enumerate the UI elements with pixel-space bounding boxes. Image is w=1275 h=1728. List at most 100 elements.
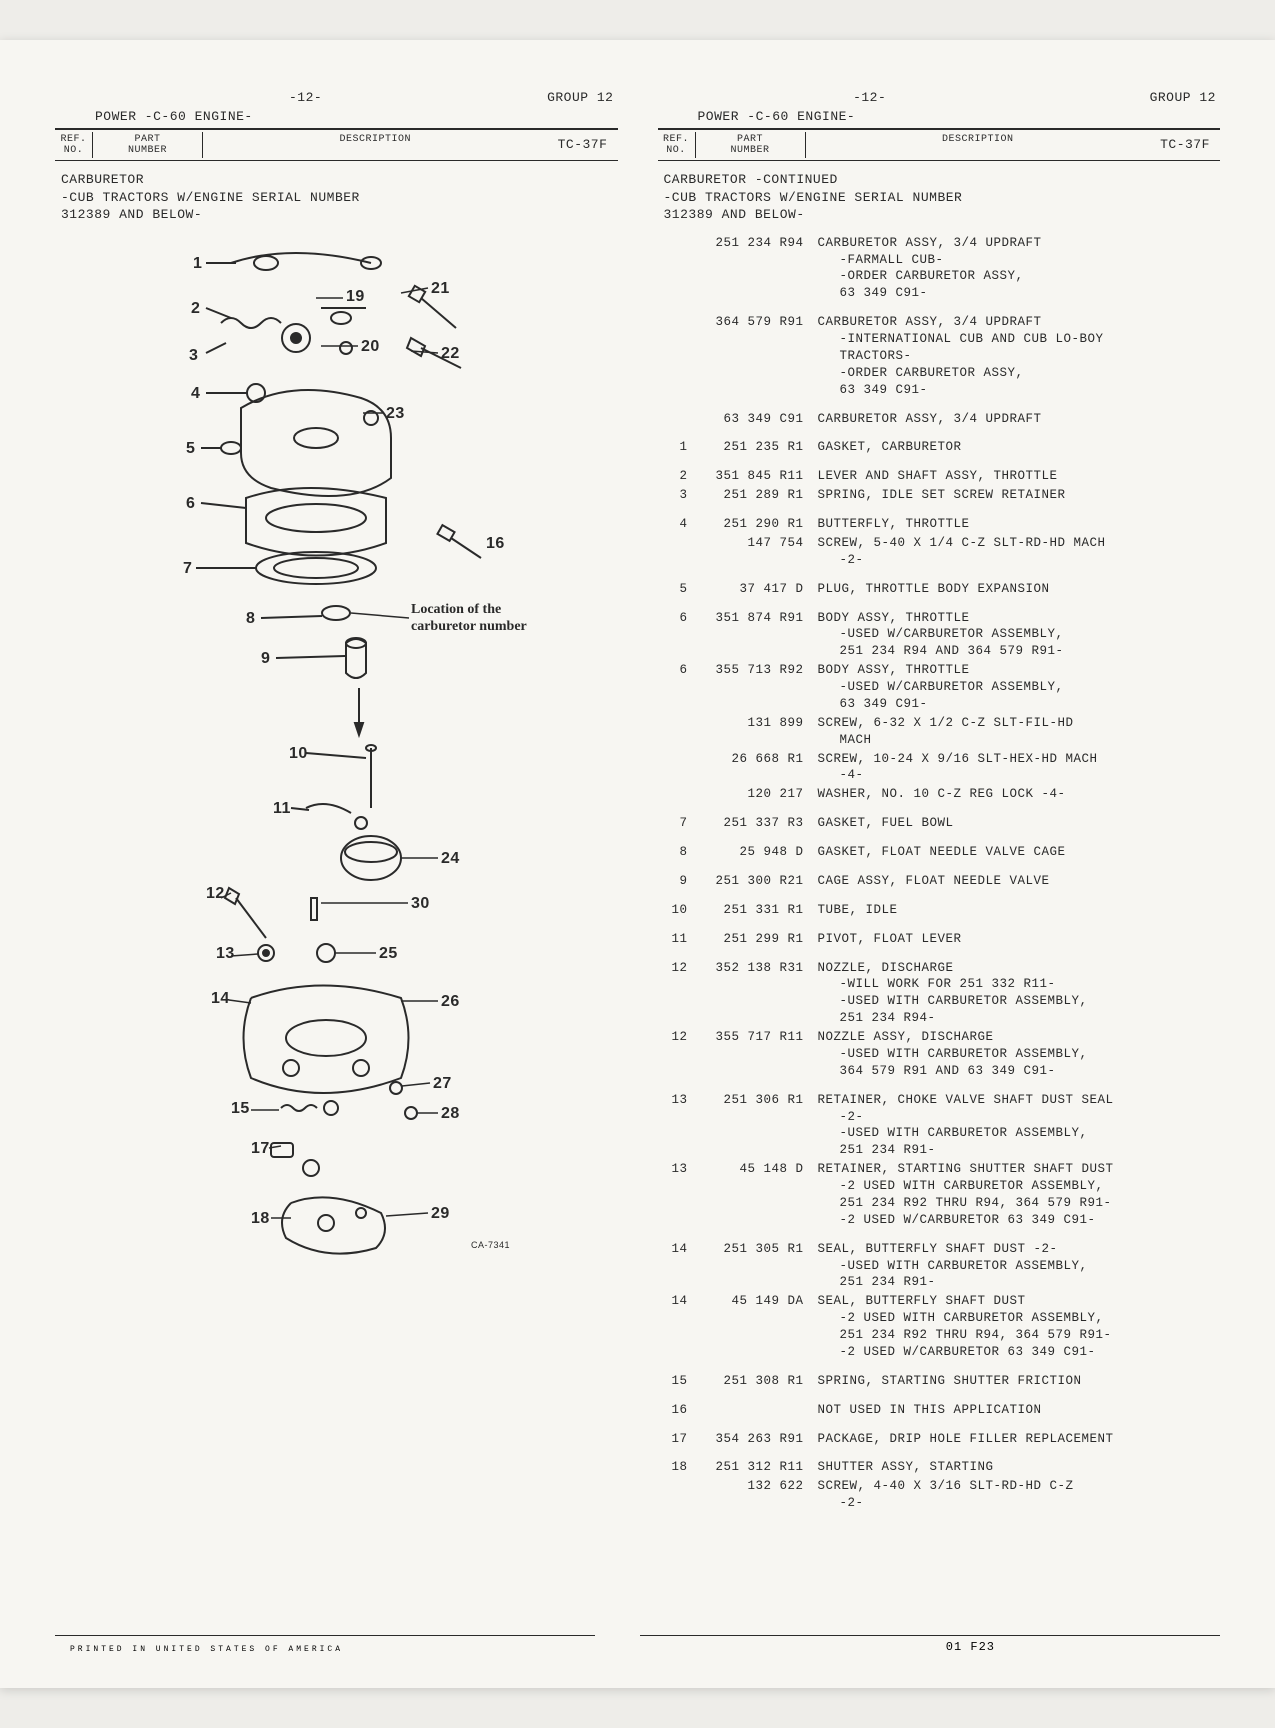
row-spacer — [658, 1391, 1221, 1401]
cell-desc: NOZZLE ASSY, DISCHARGE-USED WITH CARBURE… — [816, 1029, 1221, 1080]
left-column-headers: REF.NO. PARTNUMBER DESCRIPTION TC-37F — [55, 128, 618, 161]
svg-text:27: 27 — [433, 1075, 452, 1092]
rule-left — [55, 1635, 595, 1636]
cell-desc-sub: -2 USED WITH CARBURETOR ASSEMBLY, — [818, 1178, 1221, 1195]
cell-part: 251 290 R1 — [696, 516, 816, 533]
cell-ref — [658, 314, 696, 398]
page-num-right: -12- — [853, 90, 886, 105]
cell-part: 251 289 R1 — [696, 487, 816, 504]
svg-text:21: 21 — [431, 280, 450, 297]
diagram-caption-1: Location of the — [411, 602, 501, 617]
table-row: 14251 305 R1SEAL, BUTTERFLY SHAFT DUST -… — [658, 1240, 1221, 1293]
cell-ref — [658, 535, 696, 569]
row-spacer — [658, 833, 1221, 843]
row-spacer — [658, 570, 1221, 580]
engine-left: POWER -C-60 ENGINE- — [55, 109, 618, 124]
table-row: 825 948 DGASKET, FLOAT NEEDLE VALVE CAGE — [658, 843, 1221, 862]
table-row: 131 899 SCREW, 6-32 X 1/2 C-Z SLT-FIL-HD… — [658, 714, 1221, 750]
cell-desc: SEAL, BUTTERFLY SHAFT DUST -2--USED WITH… — [816, 1241, 1221, 1292]
cell-part: 351 874 R91 — [696, 610, 816, 661]
cell-part: 251 235 R1 — [696, 439, 816, 456]
cell-desc: PIVOT, FLOAT LEVER — [816, 931, 1221, 948]
cell-part: 45 148 D — [696, 1161, 816, 1229]
cell-part — [696, 1402, 816, 1419]
row-spacer — [658, 1420, 1221, 1430]
hdr-desc: DESCRIPTION — [203, 132, 548, 158]
cell-desc: BODY ASSY, THROTTLE-USED W/CARBURETOR AS… — [816, 610, 1221, 661]
row-spacer — [658, 1362, 1221, 1372]
cell-desc: CARBURETOR ASSY, 3/4 UPDRAFT-FARMALL CUB… — [816, 235, 1221, 303]
cell-desc: BUTTERFLY, THROTTLE — [816, 516, 1221, 533]
cell-desc-sub: -4- — [818, 767, 1221, 784]
cell-desc-sub: -2 USED W/CARBURETOR 63 349 C91- — [818, 1212, 1221, 1229]
svg-text:25: 25 — [379, 945, 398, 962]
cell-part: 354 263 R91 — [696, 1431, 816, 1448]
table-row: 26 668 R1 SCREW, 10-24 X 9/16 SLT-HEX-HD… — [658, 750, 1221, 786]
hdr-ref-r: REF.NO. — [658, 132, 696, 158]
cell-desc: CAGE ASSY, FLOAT NEEDLE VALVE — [816, 873, 1221, 890]
row-spacer — [658, 920, 1221, 930]
left-header-top: -12- GROUP 12 — [55, 90, 618, 105]
table-row: 11251 299 R1PIVOT, FLOAT LEVER — [658, 930, 1221, 949]
cell-desc: NOZZLE, DISCHARGE-WILL WORK FOR 251 332 … — [816, 960, 1221, 1028]
cell-desc-sub: -USED WITH CARBURETOR ASSEMBLY, — [818, 1258, 1221, 1275]
svg-text:17: 17 — [251, 1140, 270, 1157]
cell-desc-sub: 251 234 R94- — [818, 1010, 1221, 1027]
cell-ref — [658, 715, 696, 749]
cell-desc: RETAINER, CHOKE VALVE SHAFT DUST SEAL-2-… — [816, 1092, 1221, 1160]
carburetor-diagram: Location of the carburetor number 1 2 3 … — [111, 238, 561, 1308]
cell-desc-sub: 251 234 R92 THRU R94, 364 579 R91- — [818, 1195, 1221, 1212]
cell-part: 26 668 R1 — [696, 751, 816, 785]
cell-desc-sub: -2- — [818, 1109, 1221, 1126]
cell-desc: SPRING, IDLE SET SCREW RETAINER — [816, 487, 1221, 504]
row-spacer — [658, 862, 1221, 872]
svg-text:16: 16 — [486, 535, 505, 552]
svg-text:28: 28 — [441, 1105, 460, 1122]
footer-left: PRINTED IN UNITED STATES OF AMERICA — [70, 1645, 343, 1654]
table-row: 1445 149 DASEAL, BUTTERFLY SHAFT DUST-2 … — [658, 1292, 1221, 1362]
cell-ref — [658, 751, 696, 785]
cell-ref: 14 — [658, 1241, 696, 1292]
row-spacer — [658, 303, 1221, 313]
svg-text:18: 18 — [251, 1210, 270, 1227]
cell-desc-sub: -WILL WORK FOR 251 332 R11- — [818, 976, 1221, 993]
cell-desc: SHUTTER ASSY, STARTING — [816, 1459, 1221, 1476]
svg-text:14: 14 — [211, 990, 230, 1007]
svg-text:2: 2 — [191, 300, 200, 317]
cell-desc-sub: -2 USED W/CARBURETOR 63 349 C91- — [818, 1344, 1221, 1361]
table-row: 2351 845 R11LEVER AND SHAFT ASSY, THROTT… — [658, 467, 1221, 486]
cell-part: 147 754 — [696, 535, 816, 569]
cell-desc-sub: 364 579 R91 AND 63 349 C91- — [818, 1063, 1221, 1080]
row-spacer — [658, 1448, 1221, 1458]
cell-desc: SEAL, BUTTERFLY SHAFT DUST-2 USED WITH C… — [816, 1293, 1221, 1361]
table-row: 15251 308 R1SPRING, STARTING SHUTTER FRI… — [658, 1372, 1221, 1391]
cell-ref: 12 — [658, 1029, 696, 1080]
cell-part: 37 417 D — [696, 581, 816, 598]
cell-ref: 1 — [658, 439, 696, 456]
cell-ref: 17 — [658, 1431, 696, 1448]
cell-part: 352 138 R31 — [696, 960, 816, 1028]
left-column: -12- GROUP 12 POWER -C-60 ENGINE- REF.NO… — [55, 90, 618, 1658]
table-row: 537 417 DPLUG, THROTTLE BODY EXPANSION — [658, 580, 1221, 599]
cell-part: 120 217 — [696, 786, 816, 803]
cell-part: 251 306 R1 — [696, 1092, 816, 1160]
svg-text:8: 8 — [246, 610, 255, 627]
cell-ref: 6 — [658, 610, 696, 661]
right-header-top: . -12- GROUP 12 — [658, 90, 1221, 105]
cell-part: 251 337 R3 — [696, 815, 816, 832]
hdr-tc-left: TC-37F — [548, 132, 618, 158]
cell-desc: PACKAGE, DRIP HOLE FILLER REPLACEMENT — [816, 1431, 1221, 1448]
svg-text:12: 12 — [206, 885, 225, 902]
svg-text:9: 9 — [261, 650, 270, 667]
cell-ref: 11 — [658, 931, 696, 948]
table-row: 63 349 C91CARBURETOR ASSY, 3/4 UPDRAFT — [658, 410, 1221, 429]
cell-desc-sub: -USED WITH CARBURETOR ASSEMBLY, — [818, 993, 1221, 1010]
cell-desc-sub: MACH — [818, 732, 1221, 749]
cell-part: 355 713 R92 — [696, 662, 816, 713]
row-spacer — [658, 599, 1221, 609]
cell-desc: NOT USED IN THIS APPLICATION — [816, 1402, 1221, 1419]
svg-text:19: 19 — [346, 288, 365, 305]
cell-desc-sub: -2 USED WITH CARBURETOR ASSEMBLY, — [818, 1310, 1221, 1327]
cell-ref: 9 — [658, 873, 696, 890]
table-row: 364 579 R91CARBURETOR ASSY, 3/4 UPDRAFT-… — [658, 313, 1221, 399]
